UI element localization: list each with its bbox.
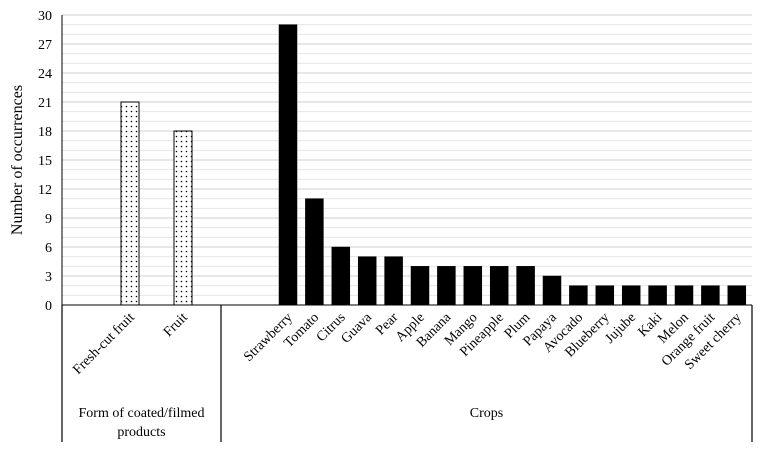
bar-banana (437, 266, 456, 306)
bar-pear (384, 256, 403, 306)
bar-pineapple (489, 266, 509, 306)
bar-avocado (569, 285, 588, 306)
group-label: products (117, 425, 165, 440)
bar-strawberry (278, 24, 298, 306)
bar-guava (357, 256, 377, 306)
axes (61, 15, 753, 442)
group-label: Crops (470, 406, 503, 421)
y-tick-label: 12 (38, 183, 52, 198)
y-tick-label: 18 (38, 125, 52, 140)
y-tick-label: 6 (45, 241, 52, 256)
bar-plum (516, 266, 535, 306)
y-tick-label: 15 (38, 154, 52, 169)
y-tick-label: 27 (38, 38, 52, 53)
category-label: Jujube (603, 310, 639, 346)
y-tick-label: 24 (38, 67, 52, 82)
bar-fresh-cut-fruit (120, 101, 140, 306)
gridlines (62, 14, 752, 306)
y-tick-label: 3 (45, 270, 52, 285)
bar-mango (463, 266, 483, 306)
y-tick-label: 9 (45, 212, 52, 227)
y-tick-label: 0 (45, 299, 52, 314)
bar-citrus (331, 246, 351, 306)
y-tick-label: 21 (38, 96, 52, 111)
group-label: Form of coated/filmed (79, 406, 205, 421)
bar-tomato (305, 198, 324, 306)
labels: 0 3 6 9 12 15 18 21 24 27 30 Fresh-cut fruit Fruit Fo… (38, 9, 745, 440)
bar-jujube (621, 285, 641, 306)
bar-blueberry (595, 285, 615, 306)
bar-sweet-cherry (727, 285, 747, 306)
bar-melon (674, 285, 694, 306)
category-label: Guava (339, 310, 376, 347)
bar-orange-fruit (701, 285, 720, 306)
y-axis-title: Number of occurrences (9, 85, 26, 235)
category-label: Fresh-cut fruit (70, 310, 138, 378)
y-tick-label: 30 (38, 9, 52, 24)
bars (120, 24, 747, 306)
bar-apple (410, 266, 430, 306)
bar-papaya (542, 275, 562, 306)
bar-fruit (173, 130, 193, 306)
category-label: Fruit (161, 310, 191, 340)
bar-kaki (648, 285, 667, 306)
